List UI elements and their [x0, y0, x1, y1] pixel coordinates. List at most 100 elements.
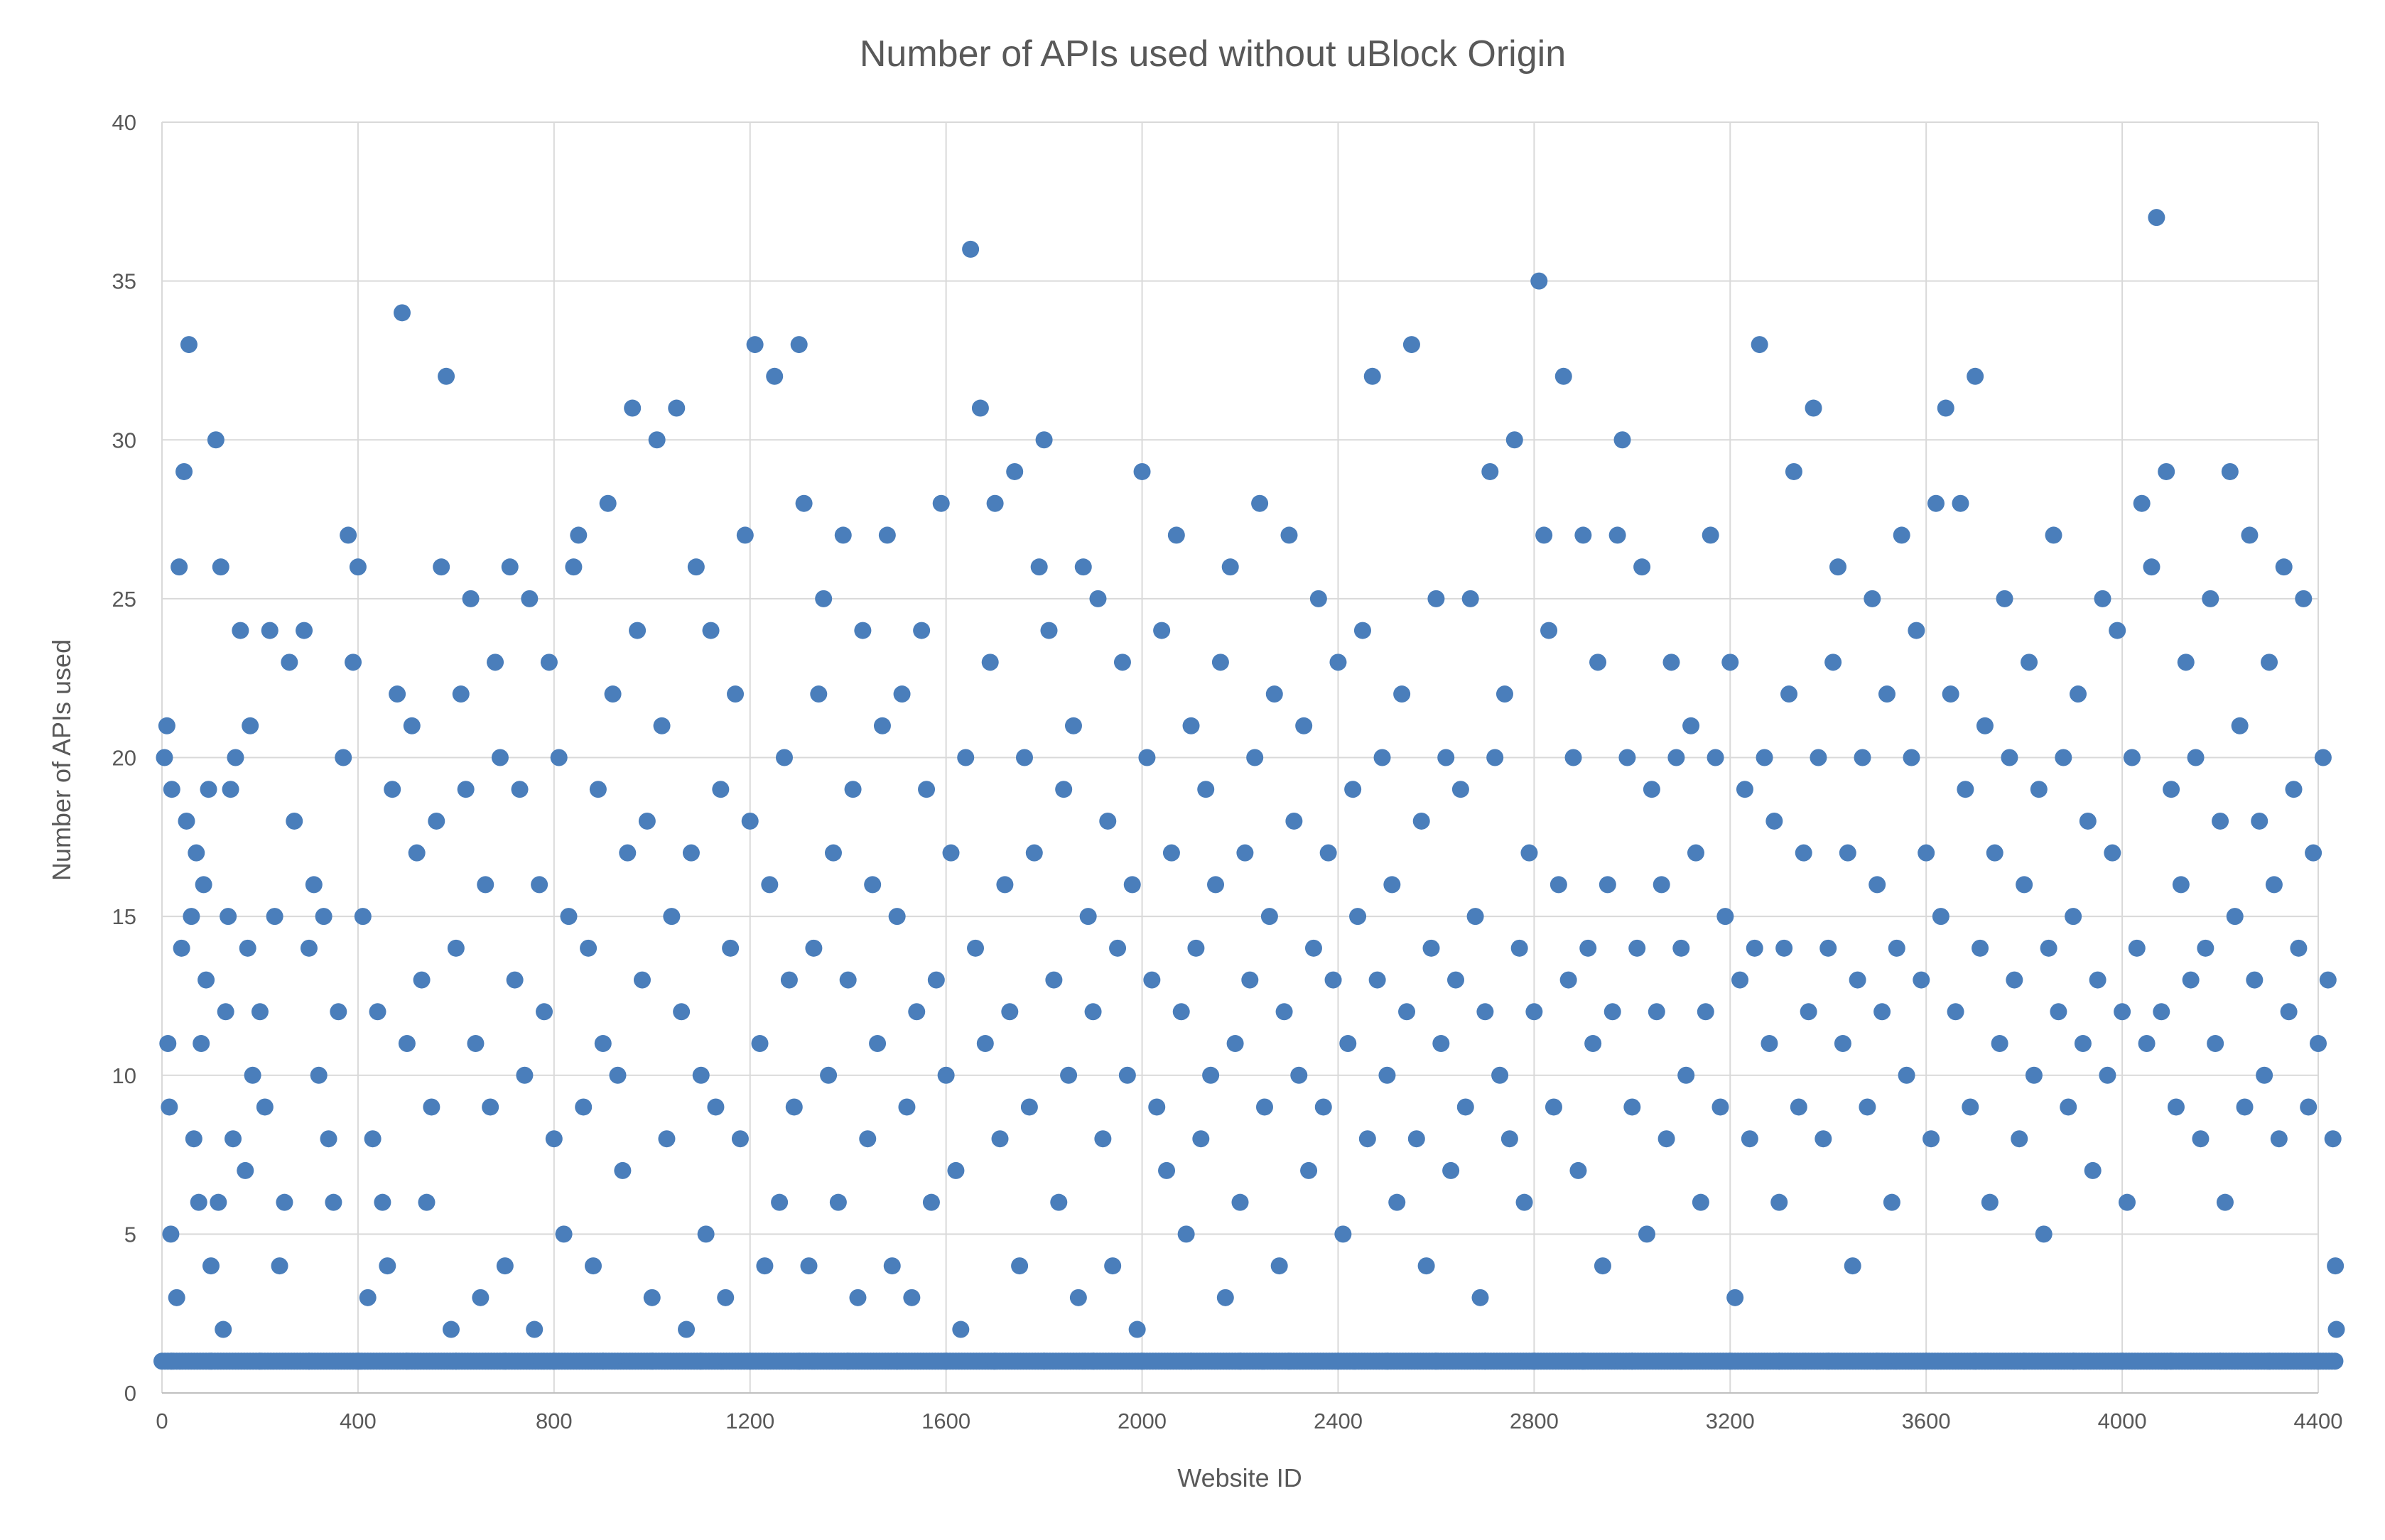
- data-point: [225, 1130, 242, 1148]
- data-point: [570, 526, 588, 544]
- data-point: [1251, 494, 1269, 512]
- data-point: [2319, 971, 2337, 989]
- data-point: [413, 971, 431, 989]
- data-point: [1182, 1352, 1200, 1370]
- data-point: [178, 812, 195, 830]
- data-point: [1550, 876, 1567, 894]
- x-tick-label: 1600: [921, 1409, 970, 1433]
- data-point: [242, 717, 259, 734]
- data-point: [1736, 781, 1753, 798]
- data-point: [2074, 1035, 2092, 1053]
- data-point: [1535, 526, 1553, 544]
- data-point: [428, 812, 445, 830]
- data-point: [496, 1352, 514, 1370]
- data-point: [1496, 685, 1513, 703]
- data-point: [2226, 908, 2244, 926]
- data-point: [369, 1003, 386, 1021]
- data-point: [168, 1289, 185, 1306]
- data-point: [1192, 1130, 1210, 1148]
- data-point: [1711, 1098, 1729, 1116]
- data-point: [2256, 1066, 2273, 1084]
- data-point: [550, 749, 568, 766]
- data-point: [692, 1352, 710, 1370]
- data-point: [1177, 1225, 1195, 1243]
- data-point: [173, 939, 190, 957]
- data-point: [1967, 1352, 1984, 1370]
- y-tick-label: 10: [112, 1063, 136, 1088]
- data-point: [971, 399, 989, 417]
- data-point: [472, 1289, 490, 1306]
- data-point: [1241, 971, 1259, 989]
- data-point: [2045, 526, 2062, 544]
- data-point: [805, 939, 823, 957]
- data-point: [1486, 749, 1504, 766]
- data-point: [1682, 717, 1700, 734]
- data-point: [1721, 1352, 1739, 1370]
- data-point: [163, 1352, 180, 1370]
- data-point: [2035, 1225, 2053, 1243]
- data-point: [575, 1098, 593, 1116]
- data-point: [349, 1352, 367, 1370]
- data-point: [1810, 749, 1827, 766]
- data-point: [1030, 558, 1048, 576]
- data-point: [1329, 654, 1347, 671]
- data-point: [927, 971, 945, 989]
- data-point: [1500, 1130, 1518, 1148]
- data-point: [180, 336, 198, 354]
- data-point: [864, 876, 882, 894]
- data-point: [286, 812, 303, 830]
- data-point: [384, 781, 401, 798]
- data-point: [251, 1352, 269, 1370]
- data-point: [354, 908, 372, 926]
- data-point: [1903, 749, 1920, 766]
- data-point: [1770, 1193, 1788, 1211]
- data-point: [310, 1066, 328, 1084]
- data-point: [619, 844, 637, 862]
- data-point: [736, 526, 754, 544]
- data-point: [844, 781, 862, 798]
- data-point: [609, 1066, 627, 1084]
- data-point: [565, 558, 583, 576]
- data-point: [2207, 1035, 2224, 1053]
- x-tick-label: 4000: [2098, 1409, 2147, 1433]
- data-point: [222, 781, 239, 798]
- data-point: [215, 1321, 232, 1338]
- data-point: [1079, 908, 1097, 926]
- data-point: [1109, 939, 1127, 957]
- data-point: [2163, 1352, 2180, 1370]
- data-point: [1202, 1066, 1220, 1084]
- data-point: [320, 1130, 337, 1148]
- data-point: [2212, 812, 2229, 830]
- data-point: [859, 1130, 877, 1148]
- data-point: [1839, 844, 1856, 862]
- data-point: [594, 1352, 612, 1370]
- data-point: [2060, 1098, 2077, 1116]
- data-point: [1545, 1098, 1562, 1116]
- data-point: [663, 908, 681, 926]
- data-point: [207, 431, 225, 449]
- data-point: [2212, 1352, 2229, 1370]
- data-point: [673, 1003, 691, 1021]
- data-point: [200, 781, 217, 798]
- data-point: [1153, 622, 1171, 639]
- data-point: [682, 844, 700, 862]
- data-point: [452, 685, 470, 703]
- data-point: [220, 908, 237, 926]
- data-point: [1790, 1098, 1807, 1116]
- data-point: [2104, 844, 2121, 862]
- data-point: [1402, 336, 1420, 354]
- data-point: [1437, 749, 1455, 766]
- data-point: [1726, 1289, 1744, 1306]
- data-point: [159, 1035, 177, 1053]
- data-point: [340, 526, 357, 544]
- data-point: [1942, 685, 1959, 703]
- data-point: [1672, 1352, 1690, 1370]
- data-point: [1687, 844, 1704, 862]
- data-point: [1295, 717, 1313, 734]
- data-point: [2163, 781, 2180, 798]
- data-point: [2326, 1352, 2344, 1370]
- data-point: [1599, 876, 1616, 894]
- data-point: [1314, 1098, 1332, 1116]
- data-point: [1952, 494, 1969, 512]
